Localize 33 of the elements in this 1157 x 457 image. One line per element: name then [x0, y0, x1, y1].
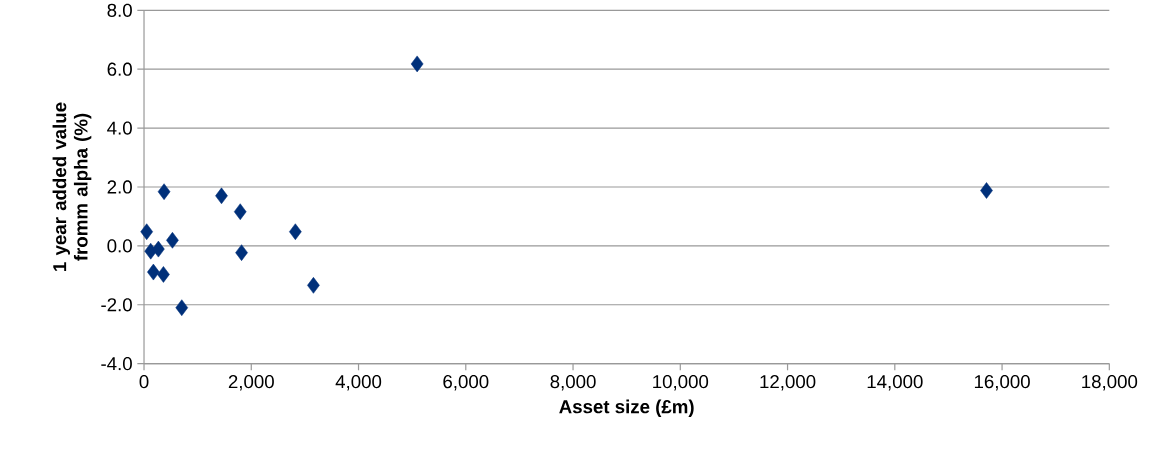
- point: [157, 266, 170, 283]
- x-tick-label: 12,000: [760, 375, 816, 391]
- x-tick-label: 0: [139, 375, 149, 389]
- point: [410, 55, 424, 73]
- y-tick-label: 6.0: [107, 62, 132, 76]
- y-tick-label: 0.0: [107, 239, 132, 253]
- x-tick-label: 14,000: [867, 375, 923, 391]
- x-tick-label: 18,000: [1082, 375, 1138, 391]
- x-axis-title: Asset size (£m): [559, 399, 694, 417]
- y-axis-title: 1 year added value fromm alpha (%): [52, 102, 92, 271]
- y-tick-label: -2.0: [101, 298, 132, 312]
- x-tick-label: 6,000: [443, 375, 489, 391]
- y-tick-label: 4.0: [107, 121, 132, 135]
- x-tick-label: 2,000: [228, 375, 274, 391]
- point: [215, 187, 228, 205]
- x-tick-label: 10,000: [653, 375, 709, 391]
- point: [233, 203, 247, 220]
- point: [140, 223, 153, 241]
- y-tick-label: -4.0: [101, 357, 132, 371]
- point: [289, 223, 302, 241]
- x-tick-label: 16,000: [974, 375, 1030, 391]
- point: [152, 240, 165, 258]
- x-tick-label: 4,000: [335, 375, 382, 391]
- y-tick-label: 2.0: [107, 180, 132, 194]
- point: [175, 299, 189, 316]
- point: [235, 244, 248, 261]
- point: [166, 232, 179, 249]
- point: [147, 263, 160, 281]
- point: [307, 277, 320, 294]
- x-tick-label: 8,000: [550, 375, 596, 391]
- point: [157, 183, 171, 200]
- y-tick-label: 8.0: [107, 3, 132, 17]
- point: [980, 182, 993, 199]
